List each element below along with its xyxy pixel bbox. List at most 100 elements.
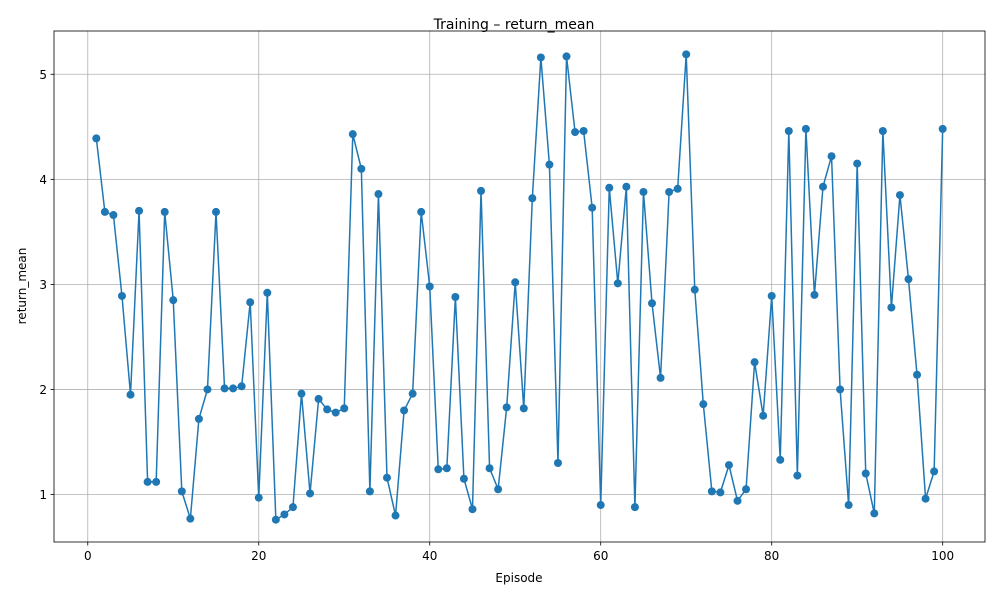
x-tick-label: 20 (251, 549, 266, 563)
data-point (126, 390, 135, 399)
y-tick-label: 1 (39, 488, 47, 502)
data-point (870, 509, 879, 518)
data-point (528, 194, 537, 203)
y-axis-title: return_mean (15, 248, 29, 325)
data-point (938, 124, 947, 133)
y-tick-label: 5 (39, 68, 47, 82)
data-point (237, 382, 246, 391)
data-point (280, 510, 289, 519)
data-point (357, 164, 366, 173)
series-line (95, 53, 944, 521)
data-point (382, 473, 391, 482)
data-point (690, 285, 699, 294)
data-point (571, 128, 580, 137)
y-tick-label: 4 (39, 173, 47, 187)
data-point (921, 494, 930, 503)
data-point (639, 187, 648, 196)
data-point (913, 370, 922, 379)
data-point (750, 358, 759, 367)
data-point (930, 467, 939, 476)
data-point (793, 471, 802, 480)
data-point (229, 384, 238, 393)
x-tick-label: 40 (422, 549, 437, 563)
data-point (135, 206, 144, 215)
data-point (442, 464, 451, 473)
data-point (648, 299, 657, 308)
data-point (109, 211, 118, 220)
grid-layer (54, 31, 985, 542)
data-point (853, 159, 862, 168)
data-point (391, 511, 400, 520)
data-point (742, 485, 751, 494)
data-point (451, 293, 460, 302)
data-point (297, 389, 306, 398)
data-point (861, 469, 870, 478)
data-point (408, 389, 417, 398)
series-layer (92, 50, 947, 524)
data-point (100, 207, 109, 216)
data-point (169, 296, 178, 305)
data-point (562, 52, 571, 61)
data-point (425, 282, 434, 291)
data-point (904, 275, 913, 284)
y-tick-label: 3 (39, 278, 47, 292)
x-tick-label: 0 (84, 549, 92, 563)
data-point (596, 501, 605, 510)
data-point (92, 134, 101, 143)
data-point (887, 303, 896, 312)
data-point (895, 191, 904, 200)
data-point (673, 184, 682, 193)
data-point (545, 160, 554, 169)
data-point (417, 207, 426, 216)
x-tick-label: 100 (931, 549, 954, 563)
data-point (878, 127, 887, 136)
data-point (536, 53, 545, 62)
data-point (331, 408, 340, 417)
data-point (212, 207, 221, 216)
data-point (844, 501, 853, 510)
data-point (306, 489, 315, 498)
data-point (699, 400, 708, 409)
data-point (801, 124, 810, 133)
x-tick-label: 60 (593, 549, 608, 563)
data-point (776, 455, 785, 464)
data-point (288, 503, 297, 512)
chart-title: Training – return_mean (433, 17, 595, 33)
data-point (759, 411, 768, 420)
data-point (348, 130, 357, 139)
data-point (810, 290, 819, 299)
data-point (117, 291, 126, 300)
data-point (194, 414, 203, 423)
data-point (400, 406, 409, 415)
x-axis-title: Episode (495, 571, 542, 585)
data-point (656, 373, 665, 382)
data-point (818, 182, 827, 191)
data-point (767, 291, 776, 300)
data-point (485, 464, 494, 473)
data-point (254, 493, 263, 502)
data-point (220, 384, 229, 393)
data-point (716, 488, 725, 497)
data-point (494, 485, 503, 494)
data-point (152, 477, 161, 486)
data-point (836, 385, 845, 394)
data-point (459, 474, 468, 483)
data-point (143, 477, 152, 486)
data-point (468, 505, 477, 514)
data-point (323, 405, 332, 414)
data-point (186, 514, 195, 523)
data-point (477, 186, 486, 195)
data-point (827, 152, 836, 161)
data-point (630, 503, 639, 512)
data-point (314, 394, 323, 403)
data-point (177, 487, 186, 496)
data-point (613, 279, 622, 288)
data-point (502, 403, 511, 412)
x-tick-label: 80 (764, 549, 779, 563)
data-point (203, 385, 212, 394)
data-point (271, 515, 280, 524)
data-point (511, 278, 520, 287)
data-point (665, 187, 674, 196)
